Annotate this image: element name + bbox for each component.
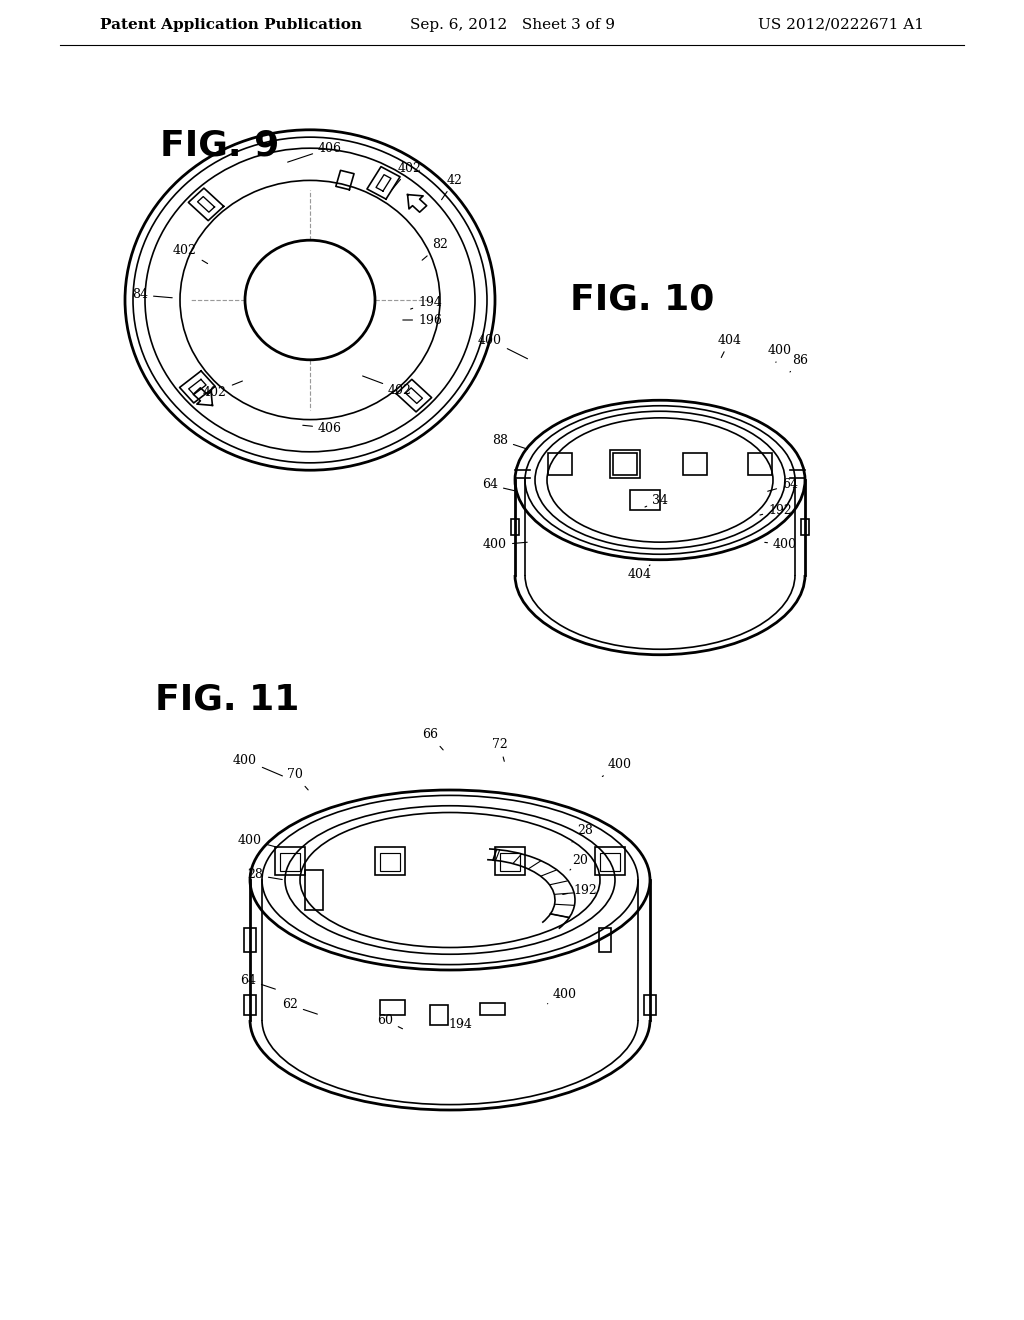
Bar (305, 870, 323, 909)
Text: 400: 400 (548, 989, 577, 1003)
Text: 404: 404 (718, 334, 742, 358)
Text: 64: 64 (482, 479, 517, 491)
Bar (599, 928, 611, 952)
Text: 28: 28 (247, 869, 283, 882)
Bar (280, 853, 300, 871)
Bar (495, 847, 525, 875)
Text: 70: 70 (287, 768, 308, 789)
Bar (244, 995, 256, 1015)
Text: 400: 400 (602, 759, 632, 776)
Bar (748, 453, 772, 475)
Text: 400: 400 (765, 539, 797, 552)
Bar (600, 853, 620, 871)
Bar (380, 853, 400, 871)
Text: Sep. 6, 2012   Sheet 3 of 9: Sep. 6, 2012 Sheet 3 of 9 (410, 18, 614, 32)
Text: 192: 192 (760, 503, 792, 516)
Text: 66: 66 (422, 729, 443, 750)
Bar (480, 1003, 505, 1015)
Text: 20: 20 (570, 854, 588, 870)
Text: 62: 62 (282, 998, 317, 1014)
Bar (511, 519, 519, 535)
Text: FIG. 11: FIG. 11 (155, 682, 299, 717)
Text: Patent Application Publication: Patent Application Publication (100, 18, 362, 32)
Bar (644, 995, 656, 1015)
Text: 196: 196 (402, 314, 442, 326)
Text: 84: 84 (132, 289, 172, 301)
Bar (595, 847, 625, 875)
Bar (610, 450, 640, 478)
Text: 64: 64 (240, 974, 275, 989)
Text: 82: 82 (422, 239, 447, 260)
Text: 400: 400 (768, 343, 792, 363)
Bar (613, 453, 637, 475)
Bar (548, 453, 572, 475)
Text: 88: 88 (492, 433, 527, 449)
Text: 42: 42 (441, 173, 463, 199)
Text: 64: 64 (768, 479, 798, 491)
Text: 400: 400 (233, 754, 283, 776)
Text: 402: 402 (203, 381, 243, 399)
Text: 400: 400 (483, 539, 527, 552)
Bar (801, 519, 809, 535)
Text: FIG. 9: FIG. 9 (160, 128, 280, 162)
Text: 400: 400 (238, 833, 278, 847)
Text: 194: 194 (449, 1019, 472, 1031)
Bar (630, 490, 660, 510)
Text: 28: 28 (572, 824, 593, 842)
Bar (380, 1001, 406, 1015)
Bar (683, 453, 707, 475)
Bar (375, 847, 406, 875)
Text: 72: 72 (493, 738, 508, 762)
Text: 34: 34 (645, 494, 668, 507)
Bar (500, 853, 520, 871)
Text: 402: 402 (173, 243, 208, 264)
Text: 400: 400 (478, 334, 527, 359)
Text: US 2012/0222671 A1: US 2012/0222671 A1 (758, 18, 924, 32)
Text: 194: 194 (411, 296, 442, 309)
Text: 406: 406 (288, 141, 342, 162)
Text: 60: 60 (377, 1014, 402, 1028)
Bar (430, 1005, 449, 1026)
Text: 404: 404 (628, 565, 652, 582)
Text: 402: 402 (362, 376, 412, 396)
Text: 192: 192 (563, 883, 597, 896)
Bar (275, 847, 305, 875)
Bar (244, 928, 256, 952)
Text: 402: 402 (392, 161, 422, 190)
Text: FIG. 10: FIG. 10 (570, 282, 715, 317)
Text: 86: 86 (790, 354, 808, 372)
Text: 406: 406 (303, 421, 342, 434)
